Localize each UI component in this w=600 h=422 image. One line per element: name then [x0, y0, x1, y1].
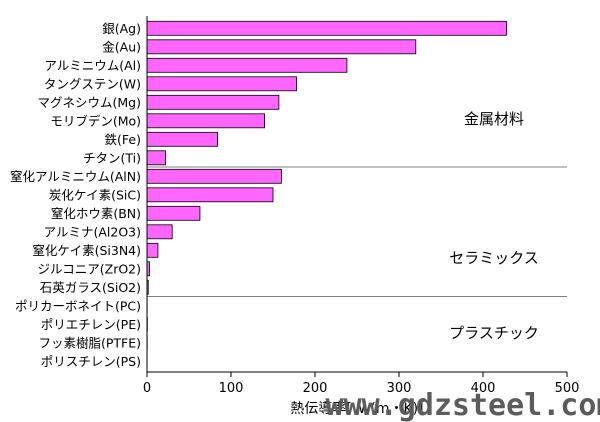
- group-label-2: プラスチック: [449, 324, 539, 342]
- x-axis-title: 熱伝導率[W/(m・K)]: [290, 400, 423, 417]
- group-label-1: セラミックス: [449, 249, 539, 267]
- category-label-16: ポリエチレン(PE): [41, 317, 141, 332]
- category-label-15: ポリカーボネイト(PC): [15, 298, 141, 313]
- bar-5: [146, 113, 265, 129]
- bar-7: [146, 150, 166, 166]
- bar-10: [146, 205, 201, 221]
- bar-8: [146, 168, 282, 184]
- bar-9: [146, 187, 274, 203]
- category-label-9: 炭化ケイ素(SiC): [49, 187, 141, 202]
- category-label-2: アルミニウム(Al): [44, 58, 141, 73]
- category-label-14: 石英ガラス(SiO2): [40, 280, 141, 295]
- category-label-5: モリブデン(Mo): [50, 113, 141, 128]
- bar-11: [146, 224, 173, 240]
- x-tick-label-3: 300: [387, 381, 412, 396]
- group-separators: [147, 166, 567, 297]
- category-label-18: ポリスチレン(PS): [41, 354, 141, 369]
- category-label-11: アルミナ(Al2O3): [44, 224, 141, 239]
- x-tick-label-1: 100: [219, 381, 244, 396]
- x-tick-label-0: 0: [143, 381, 151, 396]
- category-label-8: 窒化アルミニウム(AlN): [10, 169, 141, 184]
- bar-6: [146, 131, 218, 147]
- category-label-12: 窒化ケイ素(Si3N4): [32, 243, 141, 258]
- category-label-13: ジルコニア(ZrO2): [38, 261, 142, 276]
- bar-1: [146, 39, 417, 55]
- bar-2: [146, 57, 348, 73]
- watermark-text: www.gdzsteel.com: [326, 388, 600, 422]
- bar-12: [146, 242, 159, 258]
- group-label-0: 金属材料: [464, 110, 524, 128]
- category-label-6: 鉄(Fe): [105, 132, 141, 147]
- bar-3: [146, 76, 297, 92]
- x-tick-label-2: 200: [303, 381, 328, 396]
- category-label-4: マグネシウム(Mg): [38, 95, 141, 110]
- category-label-10: 窒化ホウ素(BN): [51, 206, 141, 221]
- category-label-7: チタン(Ti): [83, 150, 141, 165]
- x-tick-label-5: 500: [555, 381, 580, 396]
- x-axis-ticks: 0 100 200 300 400 500: [143, 372, 580, 396]
- x-tick-label-4: 400: [471, 381, 496, 396]
- bar-0: [146, 20, 507, 36]
- category-label-3: タングステン(W): [44, 76, 141, 91]
- category-label-1: 金(Au): [102, 39, 141, 54]
- bars: [146, 20, 507, 369]
- bar-4: [146, 94, 280, 110]
- category-label-0: 銀(Ag): [102, 21, 141, 36]
- category-labels: 銀(Ag) 金(Au) アルミニウム(Al) タングステン(W) マグネシウム(Mg) モ…: [10, 21, 141, 369]
- category-label-17: フッ素樹脂(PTFE): [38, 335, 141, 350]
